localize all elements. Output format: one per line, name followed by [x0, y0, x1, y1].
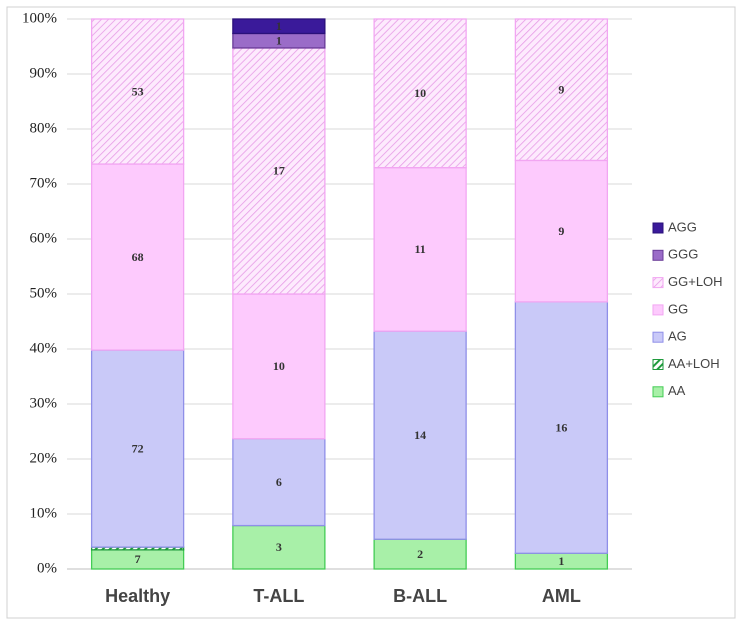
y-tick-label: 70%	[30, 175, 58, 191]
x-tick-label: Healthy	[105, 586, 170, 606]
bar-segment	[232, 47, 326, 295]
legend-swatch	[652, 277, 664, 289]
legend-label: GG+LOH	[668, 274, 723, 289]
legend-swatch	[652, 331, 664, 343]
y-tick-label: 90%	[30, 65, 58, 81]
data-label: 3	[276, 540, 282, 554]
data-label: 68	[132, 250, 144, 264]
bar-segment	[90, 349, 185, 548]
bar-segment	[373, 330, 467, 540]
data-label: 1	[276, 33, 282, 47]
data-label: 1	[558, 554, 564, 568]
data-label: 1	[276, 19, 282, 33]
y-tick-label: 60%	[30, 230, 58, 246]
data-label: 7	[135, 552, 141, 566]
bar-segment	[373, 166, 467, 332]
data-label: 11	[414, 242, 425, 256]
data-label: 17	[273, 164, 285, 178]
data-label: 10	[414, 86, 426, 100]
data-label: 6	[276, 475, 282, 489]
data-label: 10	[273, 359, 285, 373]
legend-swatch	[652, 249, 664, 261]
x-tick-label: T-ALL	[253, 586, 304, 606]
data-label: 2	[417, 547, 423, 561]
bar-segment	[232, 293, 326, 440]
bar-segment	[90, 163, 185, 351]
y-tick-label: 10%	[30, 505, 58, 521]
legend-label: AA	[668, 383, 686, 398]
data-label: 14	[414, 428, 426, 442]
y-tick-label: 40%	[30, 340, 58, 356]
y-tick-label: 50%	[30, 285, 58, 301]
bar-segment	[90, 18, 185, 165]
legend-swatch	[652, 386, 664, 398]
x-tick-label: AML	[542, 586, 581, 606]
legend-label: AA+LOH	[668, 356, 720, 371]
bar-segment	[514, 18, 609, 162]
legend-label: AG	[668, 329, 687, 344]
bar-segment	[232, 18, 326, 35]
data-label: 53	[132, 84, 144, 98]
y-tick-label: 30%	[30, 395, 58, 411]
data-label: 16	[555, 420, 567, 434]
legend-swatch	[652, 222, 664, 234]
legend-label: AGG	[668, 219, 697, 234]
x-tick-label: B-ALL	[393, 586, 447, 606]
data-label: 9	[558, 82, 564, 96]
legend-label: GGG	[668, 247, 698, 262]
bar-segment	[514, 159, 609, 303]
bar-segment	[232, 438, 326, 527]
legend-swatch	[652, 304, 664, 316]
y-tick-label: 20%	[30, 450, 58, 466]
bar-segment	[373, 18, 467, 169]
legend-swatch	[652, 359, 664, 370]
y-tick-label: 100%	[22, 10, 57, 26]
y-tick-label: 0%	[37, 560, 57, 576]
data-label: 9	[558, 224, 564, 238]
bar-segment	[514, 301, 609, 554]
legend-label: GG	[668, 301, 688, 316]
y-tick-label: 80%	[30, 120, 58, 136]
data-label: 72	[132, 441, 144, 455]
